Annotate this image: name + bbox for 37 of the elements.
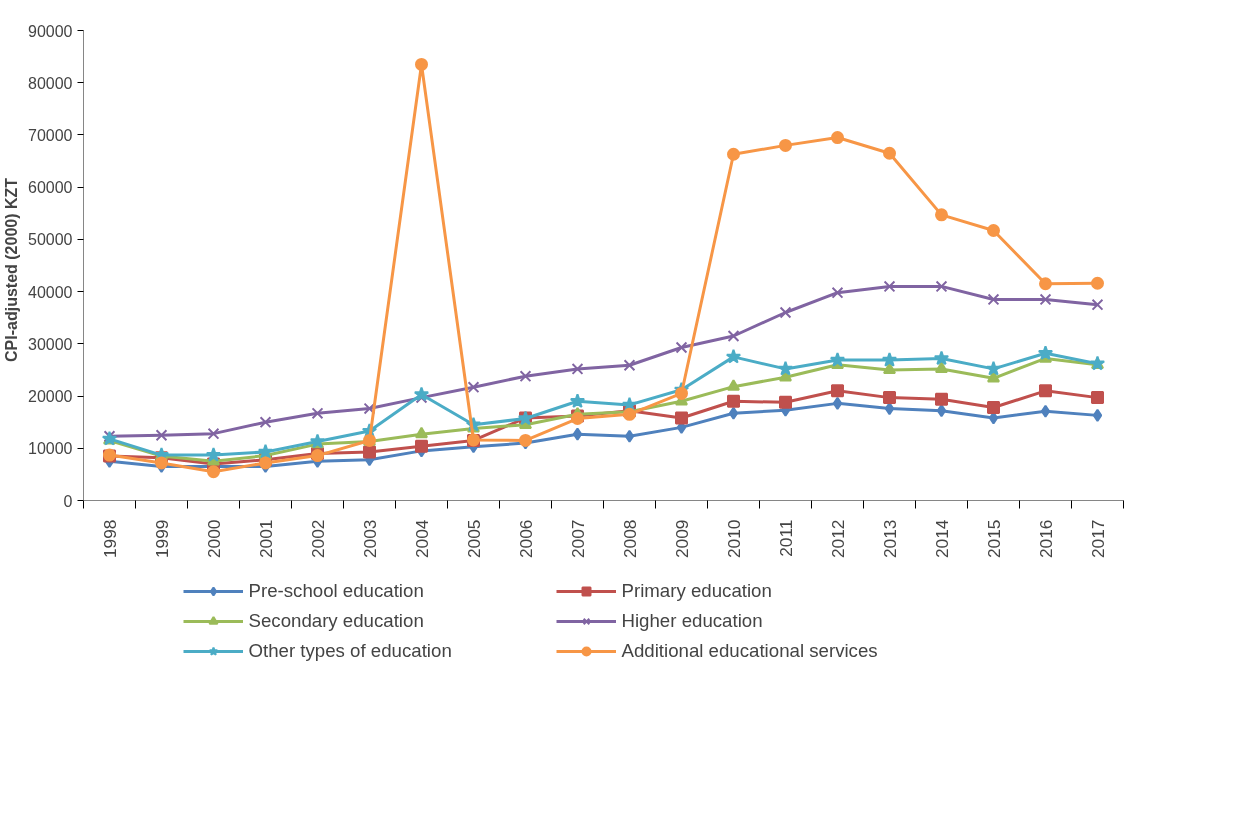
x-tick-label: 2010 <box>723 519 744 559</box>
x-tick-label: 2012 <box>827 519 848 559</box>
y-tick-label: 40000 <box>28 283 73 301</box>
x-tick-label: 2013 <box>879 519 900 559</box>
x-tick-label: 2014 <box>931 519 952 559</box>
legend-label: Secondary education <box>248 610 425 632</box>
x-tick-label: 2001 <box>255 519 276 559</box>
y-tick-label: 90000 <box>28 22 73 40</box>
x-tick-label: 2002 <box>307 519 328 559</box>
y-tick-label: 60000 <box>28 179 73 197</box>
legend-label: Pre-school education <box>248 580 425 602</box>
x-tick-label: 2003 <box>359 519 380 559</box>
x-tick-label: 2008 <box>619 519 640 559</box>
x-tick-label: 2009 <box>671 519 692 559</box>
x-tick-label: 2016 <box>1035 519 1056 559</box>
legend-label: Primary education <box>621 580 773 602</box>
x-tick-label: 2015 <box>983 519 1004 559</box>
y-tick-label: 20000 <box>28 388 73 406</box>
x-tick-label: 2011 <box>775 519 796 557</box>
y-tick-label: 80000 <box>28 74 73 92</box>
x-tick-label: 2007 <box>567 519 588 559</box>
y-tick-label: 50000 <box>28 231 73 249</box>
x-tick-label: 2005 <box>463 519 484 559</box>
y-tick-label: 70000 <box>28 126 73 144</box>
y-tick-label: 30000 <box>28 335 73 353</box>
legend-label: Higher education <box>621 610 764 632</box>
y-axis-title: CPI-adjusted (2000) KZT <box>3 177 21 362</box>
x-tick-label: 2006 <box>515 519 536 559</box>
y-tick-label: 0 <box>63 492 73 510</box>
legend-label: Additional educational services <box>621 640 879 662</box>
x-tick-label: 1999 <box>151 519 172 559</box>
x-tick-label: 2000 <box>203 519 224 559</box>
x-tick-label: 1998 <box>99 519 120 559</box>
x-tick-label: 2017 <box>1087 519 1108 559</box>
legend-label: Other types of education <box>248 640 453 662</box>
x-tick-label: 2004 <box>411 519 432 559</box>
y-tick-label: 10000 <box>28 440 73 458</box>
